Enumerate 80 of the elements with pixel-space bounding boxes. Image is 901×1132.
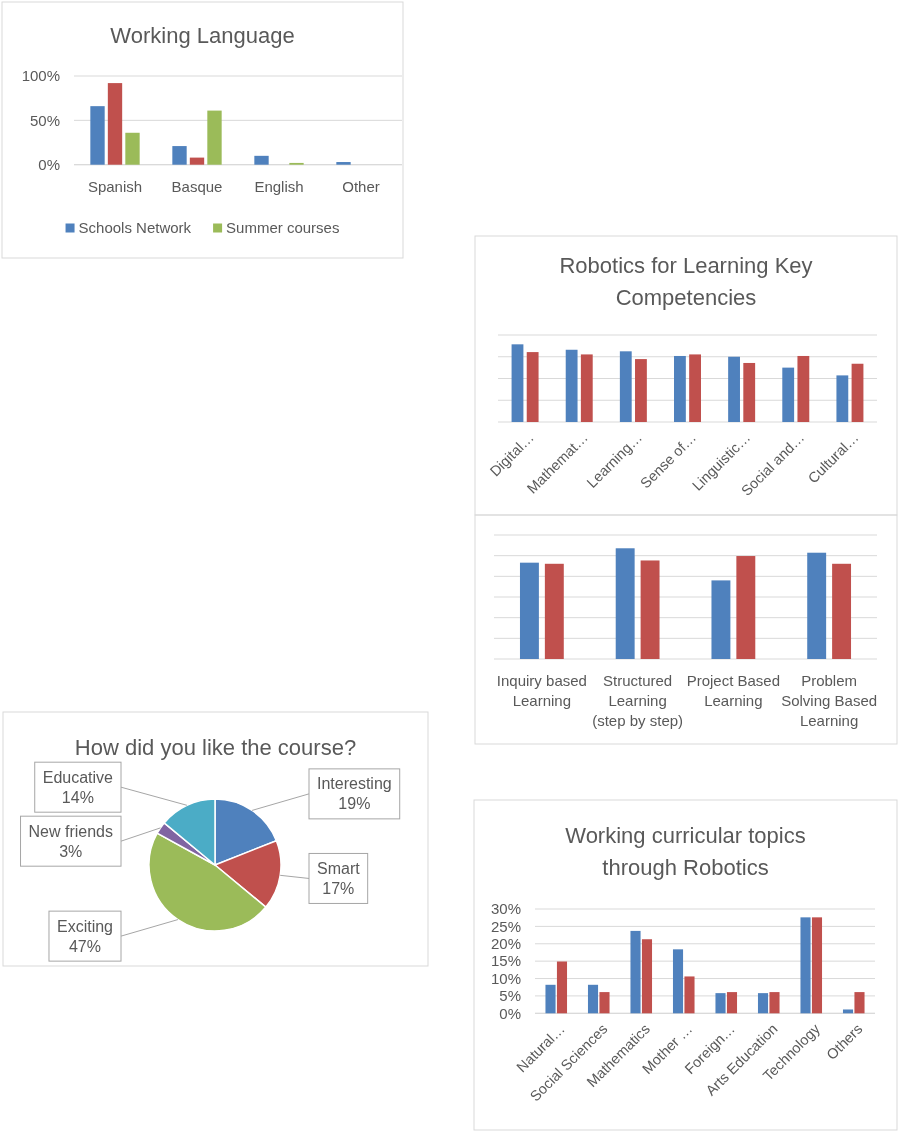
- y-tick-label: 50%: [29, 111, 60, 129]
- y-tick-label: 0%: [499, 1004, 521, 1022]
- x-tick-label: Spanish: [87, 177, 143, 195]
- bar: [854, 992, 865, 1014]
- slice-label: Smart: [317, 860, 361, 878]
- bar: [836, 375, 849, 422]
- bar: [615, 548, 635, 659]
- bar: [599, 992, 610, 1014]
- bar: [640, 560, 660, 659]
- bar: [726, 992, 738, 1014]
- data-label: 19%: [338, 795, 371, 813]
- x-tick-label: English: [254, 177, 304, 195]
- bar: [769, 992, 780, 1014]
- data-label: 17%: [322, 880, 355, 898]
- bar: [807, 552, 827, 659]
- bar: [832, 563, 852, 659]
- bar: [526, 352, 539, 422]
- bar: [336, 162, 351, 165]
- bar: [556, 961, 568, 1014]
- bar: [519, 562, 539, 659]
- y-tick-label: 5%: [499, 987, 521, 1005]
- x-tick-label: Other: [342, 177, 380, 195]
- bar: [580, 354, 593, 422]
- slice-label: Exciting: [56, 917, 113, 935]
- bar: [672, 949, 684, 1014]
- bar: [782, 367, 795, 422]
- y-tick-label: 25%: [490, 917, 521, 935]
- x-tick-label: Problem Solving Based Learning: [781, 672, 878, 730]
- bar: [544, 563, 564, 659]
- chart-title: Working Language: [110, 22, 295, 48]
- data-label: 3%: [59, 842, 83, 860]
- bar: [736, 556, 756, 659]
- bar: [189, 157, 205, 165]
- bar: [90, 106, 105, 165]
- x-tick-label: Structured Learning (step by step): [592, 672, 684, 730]
- data-label: 14%: [61, 788, 94, 806]
- bar: [715, 993, 726, 1014]
- y-tick-label: 0%: [38, 155, 60, 173]
- bar: [565, 349, 578, 422]
- bar: [757, 993, 769, 1014]
- bar: [172, 146, 187, 165]
- y-tick-label: 15%: [490, 952, 521, 970]
- bar: [743, 362, 756, 422]
- bar: [254, 155, 269, 165]
- y-tick-label: 10%: [490, 969, 521, 987]
- legend-label: Schools Network: [78, 219, 192, 237]
- bar: [635, 359, 647, 422]
- bar: [511, 344, 524, 422]
- bar: [728, 356, 740, 422]
- chart-title: Working curricular topics through Robotics: [565, 822, 806, 880]
- bar: [545, 984, 556, 1014]
- bar: [689, 354, 701, 422]
- bar: [587, 984, 599, 1014]
- x-tick-label: Basque: [171, 177, 223, 195]
- y-tick-label: 30%: [490, 900, 521, 918]
- chart-title: Robotics for Learning Key Competencies: [559, 252, 813, 310]
- bar: [811, 917, 823, 1014]
- bar: [684, 976, 695, 1014]
- legend-label: Summer courses: [226, 219, 340, 237]
- bar: [842, 1009, 854, 1014]
- slice-label: Educative: [42, 768, 114, 786]
- bar: [619, 351, 632, 422]
- bar: [641, 939, 653, 1014]
- x-tick-label: Project Based Learning: [686, 672, 781, 710]
- bar: [711, 580, 731, 659]
- y-tick-label: 20%: [490, 935, 521, 953]
- slice-label: Interesting: [317, 775, 392, 793]
- y-tick-label: 100%: [21, 67, 60, 85]
- data-label: 47%: [68, 937, 101, 955]
- bar: [797, 355, 810, 422]
- bar: [207, 110, 222, 165]
- x-tick-label: Inquiry based Learning: [496, 672, 587, 710]
- chart-title: How did you like the course?: [74, 734, 357, 760]
- bar: [630, 930, 641, 1014]
- bar: [674, 355, 686, 422]
- bar: [125, 132, 140, 165]
- bar: [107, 83, 123, 165]
- slice-label: New friends: [28, 822, 113, 840]
- bar: [851, 363, 864, 422]
- bar: [800, 917, 811, 1014]
